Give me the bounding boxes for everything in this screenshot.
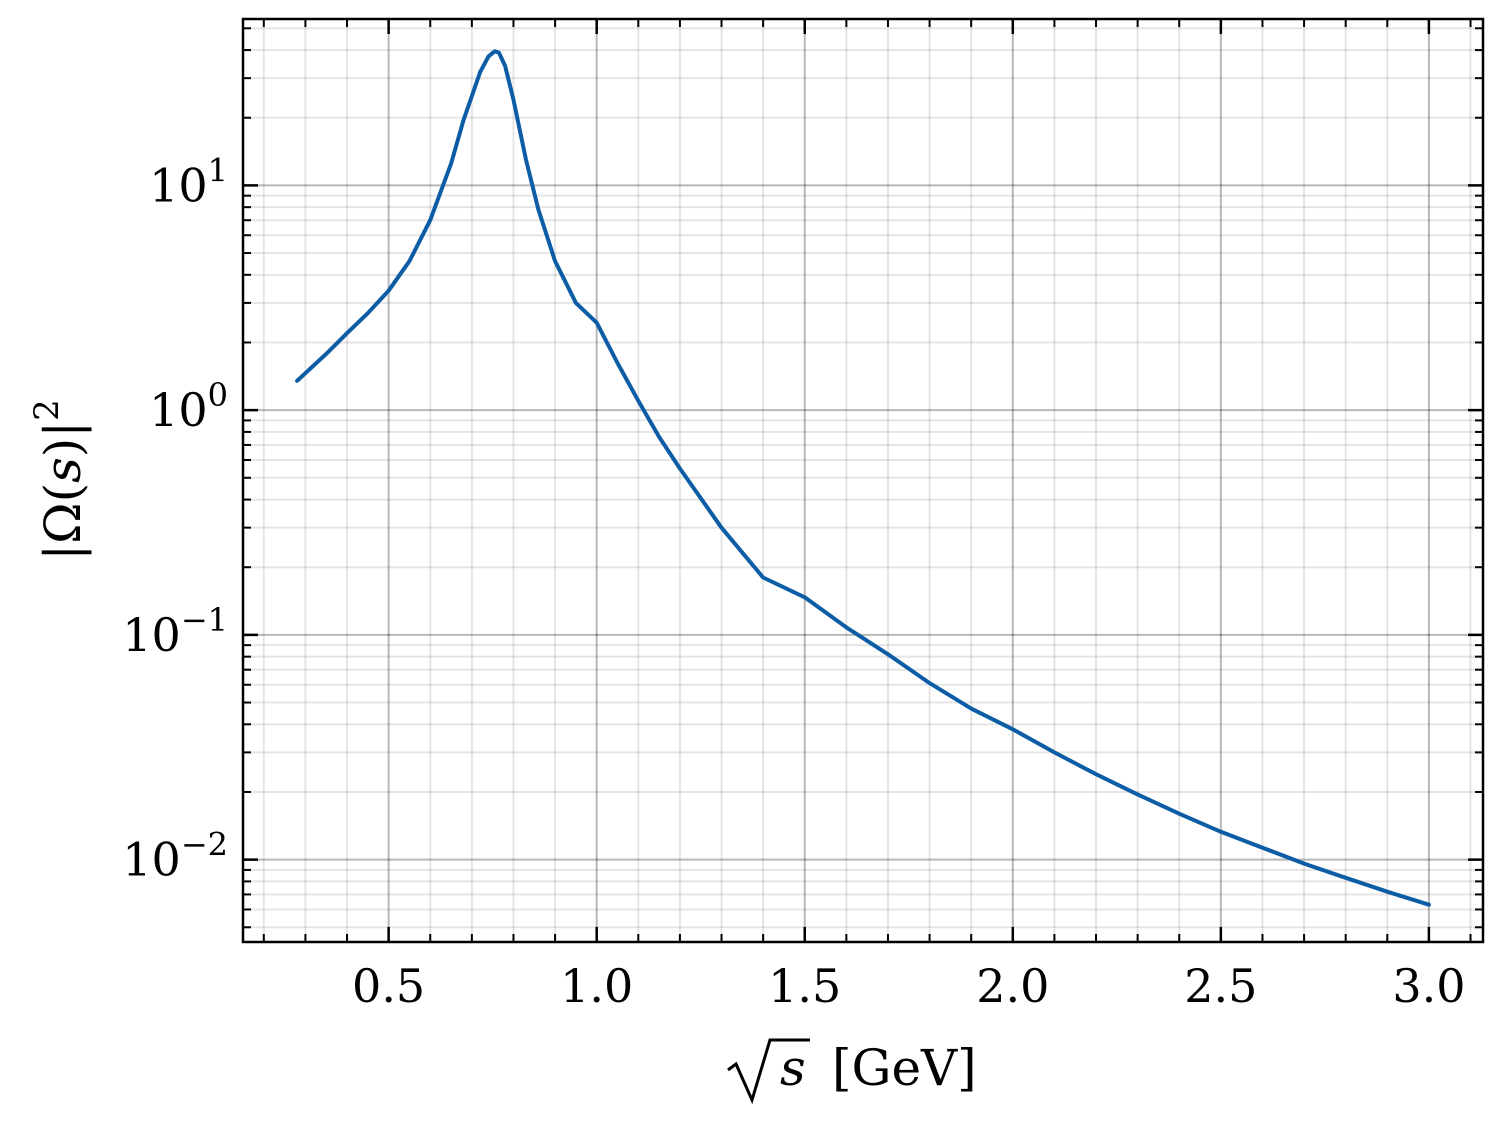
x-tick-labels: 0.5 1.0 1.5 2.0 2.5 3.0 — [352, 959, 1465, 1013]
series-line — [295, 49, 1431, 907]
x-tick-label: 1.5 — [768, 959, 841, 1013]
y-tick-label: 101 — [149, 151, 228, 212]
sqrt-radical-icon — [727, 1038, 810, 1105]
y-tick-label: 10−2 — [122, 826, 228, 887]
major-grid — [243, 19, 1483, 942]
x-axis-label: s [GeV] — [727, 1038, 977, 1105]
y-tick-label: 100 — [149, 376, 228, 437]
minor-grid — [243, 19, 1483, 942]
series-layer — [295, 49, 1431, 907]
x-axis-label-variable: s — [780, 1039, 806, 1097]
x-tick-label: 3.0 — [1392, 959, 1465, 1013]
x-tick-label: 1.0 — [560, 959, 633, 1013]
x-tick-label: 2.0 — [976, 959, 1049, 1013]
x-axis-label-unit: [GeV] — [832, 1039, 977, 1097]
ticks-layer — [243, 19, 1483, 942]
y-axis-label: |Ω(s)|2 — [27, 399, 92, 560]
svg-text:|Ω(s)|2: |Ω(s)|2 — [27, 399, 92, 560]
x-tick-label: 0.5 — [352, 959, 425, 1013]
y-tick-label: 10−1 — [122, 601, 228, 662]
y-tick-labels: 10−2 10−1 100 101 — [122, 151, 228, 886]
plot-frame — [241, 17, 1485, 944]
x-tick-label: 2.5 — [1184, 959, 1257, 1013]
